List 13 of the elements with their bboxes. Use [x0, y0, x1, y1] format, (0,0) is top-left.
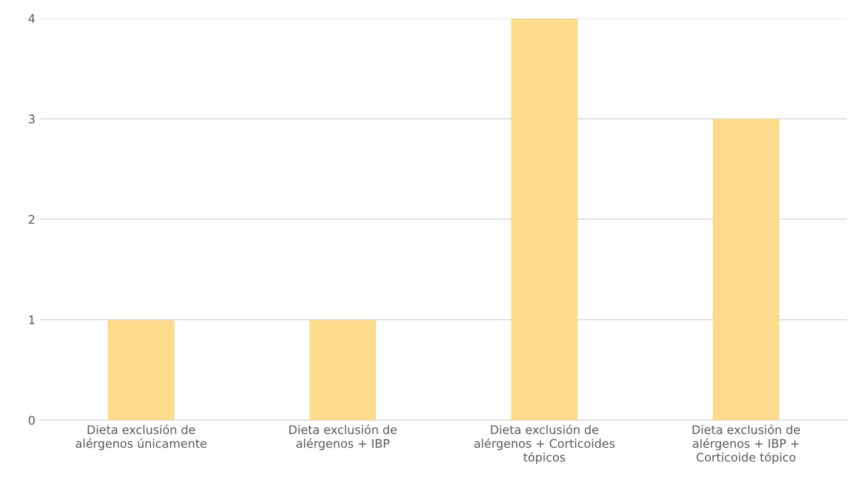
bar [511, 18, 578, 420]
y-tick-label: 1 [29, 316, 34, 324]
bar [310, 320, 376, 420]
y-tick-label: 3 [28, 114, 35, 124]
x-tick-label: Dieta exclusión de alérgenos únicamente [76, 424, 206, 450]
x-tick-label: Dieta exclusión de alérgenos + IBP + Corticoide tópico [692, 424, 800, 464]
x-tick-label: Dieta exclusión de alérgenos + IBP [289, 424, 397, 450]
bar [712, 118, 780, 420]
y-tick-label: 2 [28, 214, 34, 224]
x-tick-label: Dieta exclusión de alérgenos + Corticoides tópicos [474, 424, 615, 464]
bar [108, 320, 174, 420]
y-tick-label: 0 [28, 416, 35, 425]
y-tick-label: 4 [28, 14, 35, 23]
